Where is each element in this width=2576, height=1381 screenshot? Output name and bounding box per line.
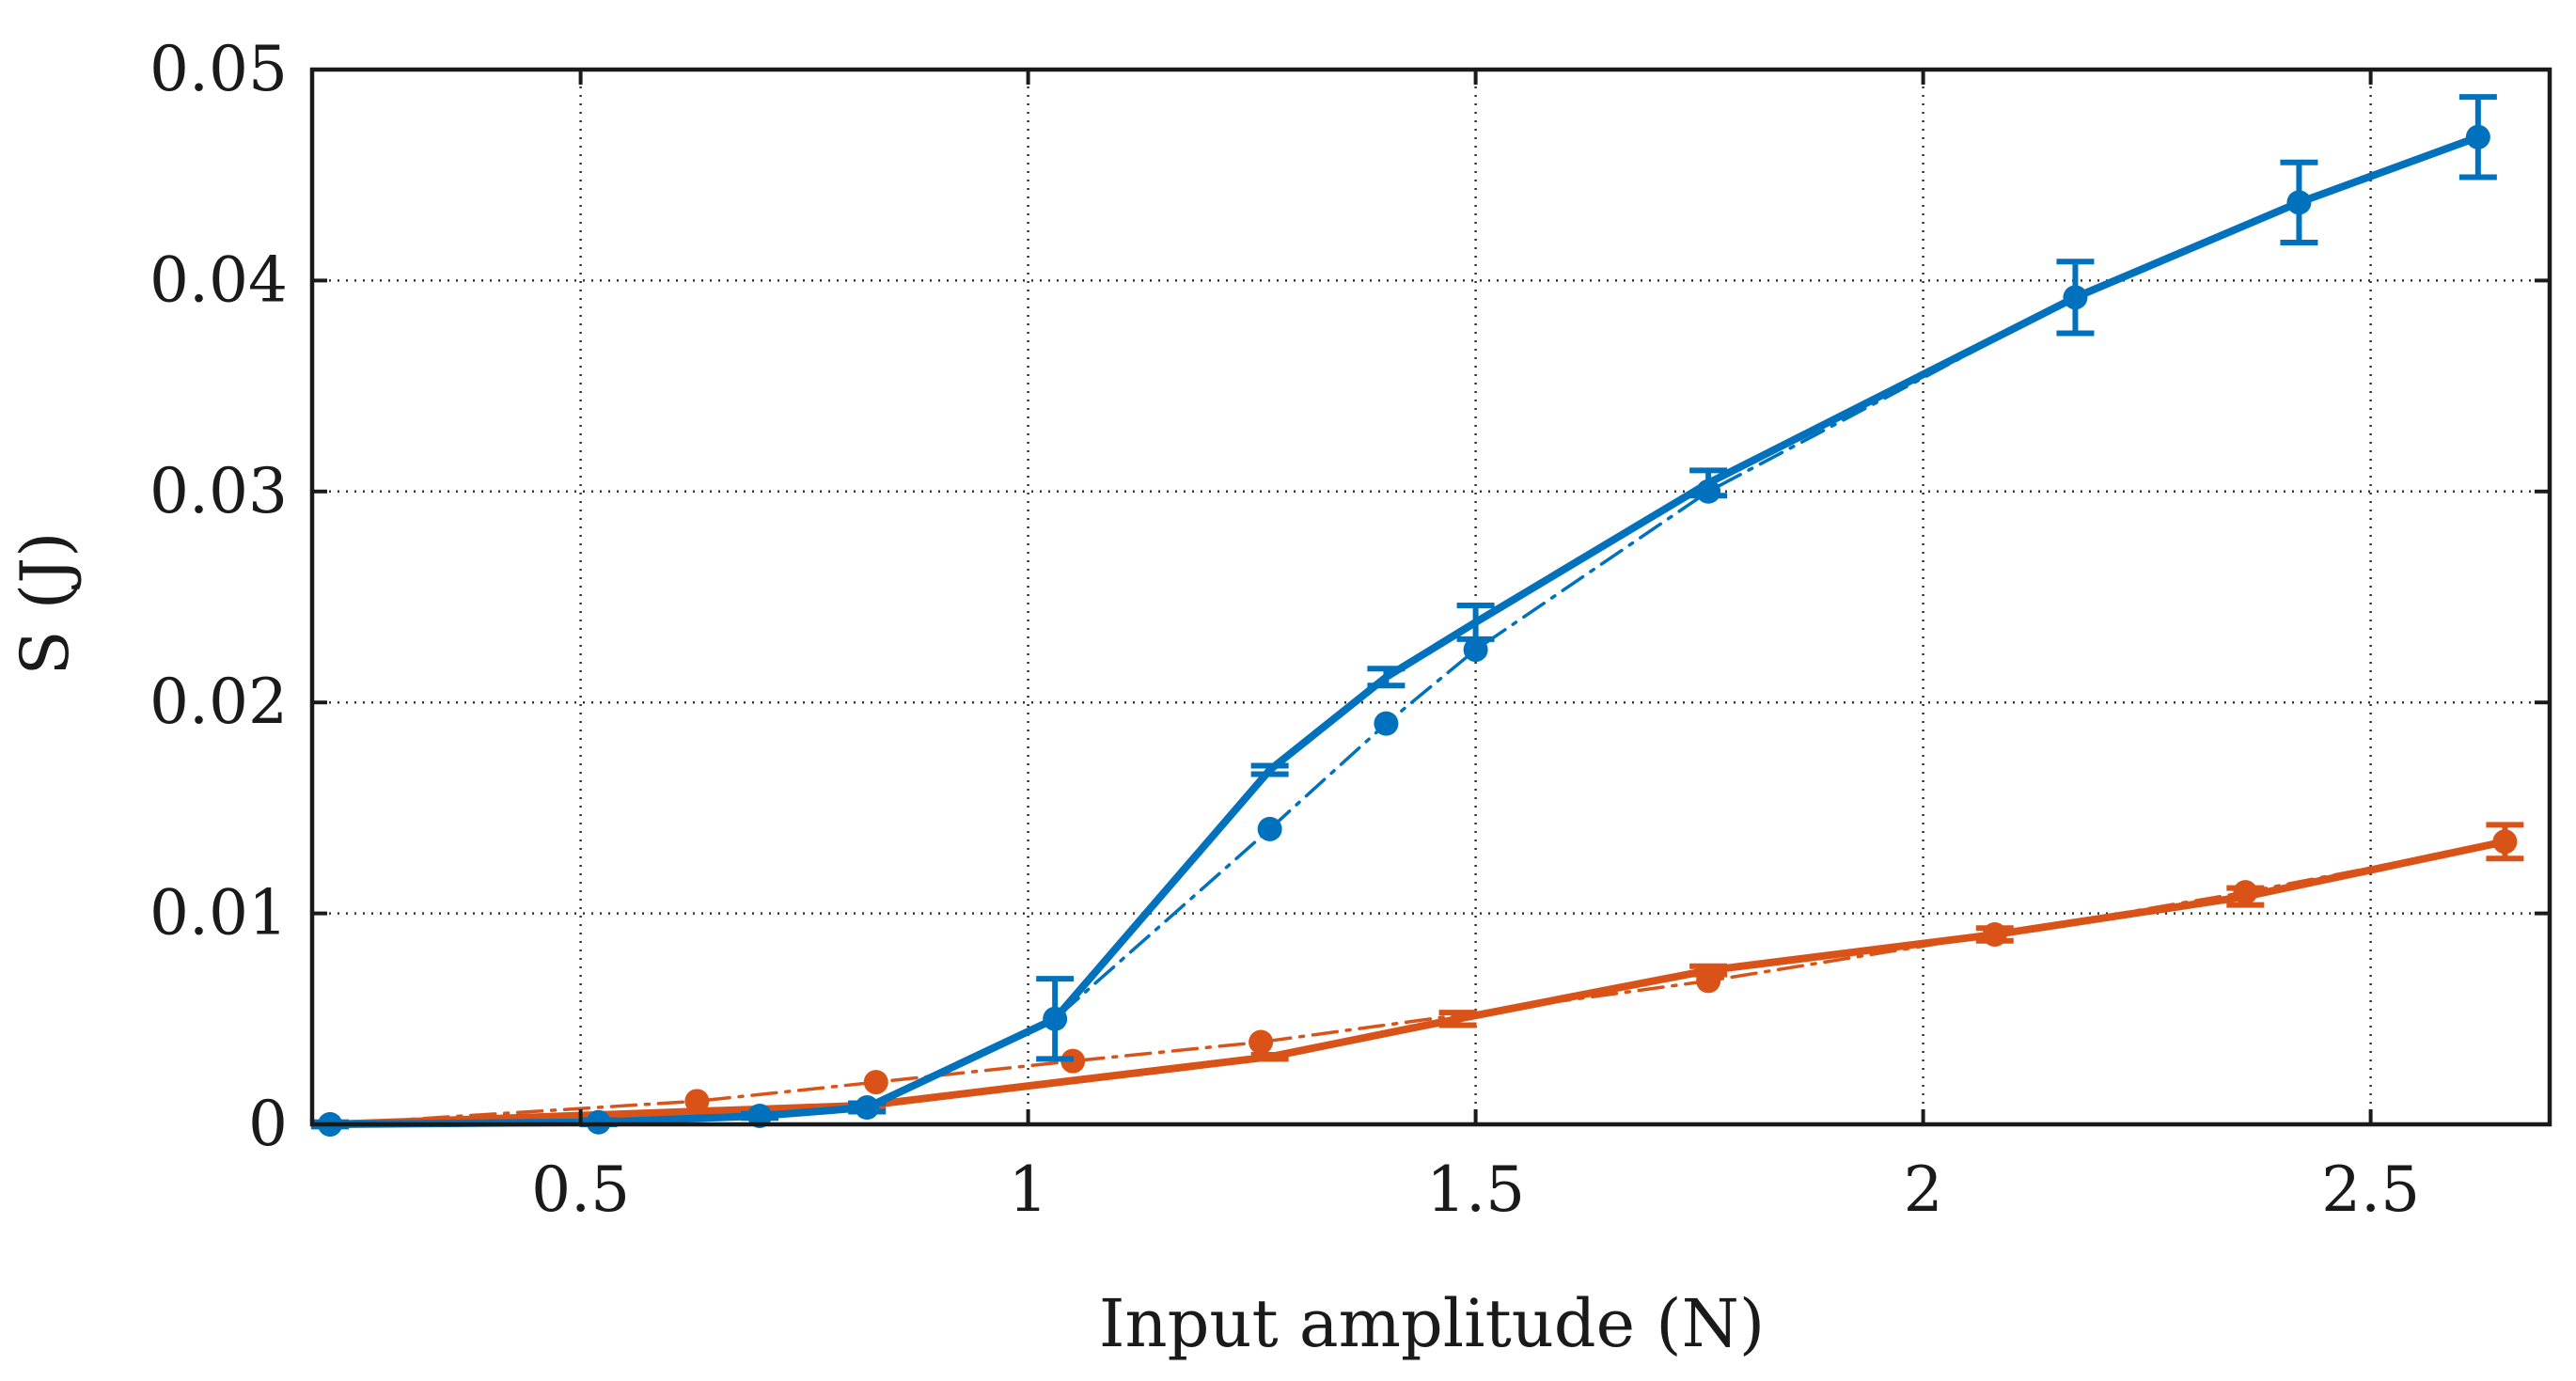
series-line-blue-model bbox=[328, 135, 2480, 1126]
x-tick-label-2: 1.5 bbox=[1426, 1153, 1525, 1226]
data-point-orange-model-6 bbox=[1982, 922, 2007, 948]
data-point-orange-model-4 bbox=[1249, 1029, 1274, 1055]
series-orange-model bbox=[318, 829, 2518, 1137]
y-tick-label-4: 0.04 bbox=[149, 243, 288, 316]
x-tick-label-3: 2 bbox=[1904, 1153, 1943, 1226]
error-bar-orange-measured-2 bbox=[1250, 1051, 1289, 1062]
x-tick-label-4: 2.5 bbox=[2321, 1153, 2420, 1226]
x-tick-label-1: 1 bbox=[1009, 1153, 1048, 1226]
series-line-orange-model bbox=[328, 840, 2507, 1126]
y-tick-label-2: 0.02 bbox=[149, 666, 288, 738]
data-point-orange-model-8 bbox=[2492, 829, 2518, 855]
data-point-orange-model-7 bbox=[2233, 880, 2258, 905]
data-point-blue-model-4 bbox=[1043, 1006, 1068, 1031]
data-point-blue-model-6 bbox=[1374, 711, 1399, 736]
y-tick-label-5: 0.05 bbox=[149, 33, 288, 105]
data-series bbox=[311, 94, 2524, 1137]
series-orange-measured bbox=[311, 822, 2524, 1130]
series-blue-measured bbox=[311, 94, 2497, 1130]
data-point-blue-model-3 bbox=[855, 1095, 880, 1121]
data-point-orange-model-5 bbox=[1696, 968, 1721, 994]
y-tick-label-3: 0.03 bbox=[149, 455, 288, 527]
y-tick-label-1: 0.01 bbox=[149, 877, 288, 949]
data-point-blue-model-10 bbox=[2286, 190, 2312, 215]
data-point-blue-model-7 bbox=[1463, 637, 1488, 663]
data-point-blue-model-8 bbox=[1696, 479, 1721, 504]
axis-ticks: 0.5 1 1.5 2 2.5 0 0.01 0.02 0.03 0.04 0.05 bbox=[149, 33, 2550, 1226]
data-point-orange-model-1 bbox=[684, 1089, 710, 1114]
data-point-blue-model-11 bbox=[2465, 124, 2490, 149]
y-axis-label: S (J) bbox=[7, 532, 84, 676]
x-tick-label-0: 0.5 bbox=[531, 1153, 630, 1226]
data-point-blue-model-9 bbox=[2063, 285, 2088, 310]
data-point-blue-model-2 bbox=[747, 1104, 772, 1129]
error-bar-blue-measured-5 bbox=[1250, 762, 1289, 777]
error-bar-blue-measured-6 bbox=[1367, 666, 1406, 689]
series-line-orange-measured bbox=[326, 838, 2509, 1128]
data-point-orange-model-2 bbox=[863, 1070, 888, 1095]
y-tick-label-0: 0 bbox=[248, 1088, 288, 1160]
plot-frame bbox=[309, 67, 2552, 1127]
series-blue-model bbox=[318, 124, 2490, 1137]
grid-lines bbox=[312, 70, 2550, 1124]
x-axis-label: Input amplitude (N) bbox=[1099, 1285, 1765, 1362]
series-line-blue-measured bbox=[326, 133, 2482, 1128]
data-point-blue-model-5 bbox=[1257, 816, 1282, 841]
